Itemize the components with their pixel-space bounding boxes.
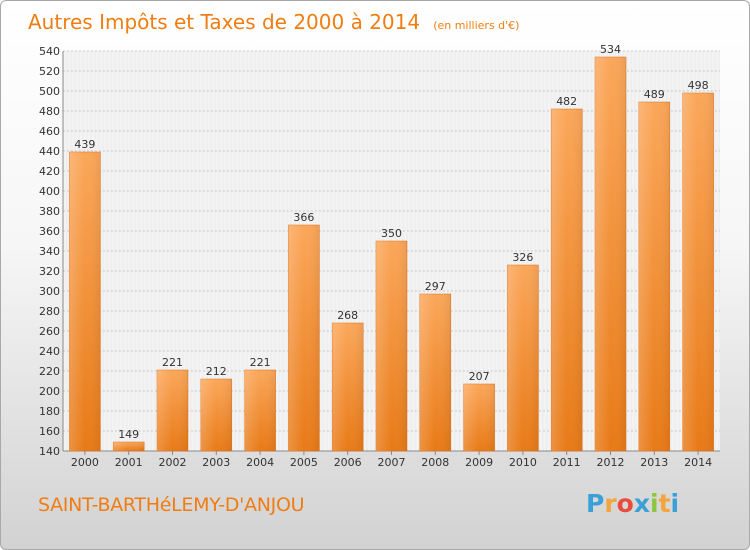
bar-value-label: 207 — [469, 370, 490, 383]
bar-shine — [463, 384, 495, 451]
y-tick-label: 280 — [39, 305, 60, 318]
x-tick-label: 2006 — [334, 456, 362, 469]
bar-shine — [157, 370, 188, 451]
proxiti-logo: Proxiti — [586, 489, 679, 518]
y-tick-label: 380 — [39, 205, 60, 218]
y-tick-label: 180 — [39, 405, 60, 418]
y-tick-label: 320 — [39, 265, 60, 278]
bar-value-label: 498 — [688, 79, 709, 92]
bar-value-label: 534 — [600, 43, 621, 56]
logo-letter: x — [633, 489, 650, 518]
logo-letter: r — [604, 489, 617, 518]
y-tick-label: 440 — [39, 145, 60, 158]
bar-shine — [376, 241, 407, 451]
x-tick-label: 2009 — [465, 456, 493, 469]
x-tick-label: 2001 — [115, 456, 143, 469]
y-tick-label: 140 — [39, 445, 60, 458]
y-tick-label: 360 — [39, 225, 60, 238]
x-tick-label: 2014 — [684, 456, 712, 469]
y-tick-label: 160 — [39, 425, 60, 438]
bar-shine — [69, 152, 101, 451]
bar-value-label: 326 — [512, 251, 533, 264]
x-axis: 2000 2001 2002 2003 2004 2005 2006 2007 2008 2009… — [71, 451, 712, 469]
bar-value-label: 350 — [381, 227, 402, 240]
x-tick-label: 2003 — [202, 456, 230, 469]
x-tick-label: 2004 — [246, 456, 274, 469]
y-tick-label: 400 — [39, 185, 60, 198]
x-tick-label: 2011 — [553, 456, 581, 469]
bar-value-label: 482 — [556, 95, 577, 108]
x-tick-label: 2008 — [421, 456, 449, 469]
bar-value-label: 221 — [250, 356, 271, 369]
logo-letter: i — [650, 489, 659, 518]
logo-letter: o — [616, 489, 634, 518]
bar-value-label: 439 — [74, 138, 95, 151]
y-axis: 140 160 180 200 220 240 260 280 300 320 340 360 380 4… — [39, 45, 720, 458]
y-tick-label: 500 — [39, 85, 60, 98]
logo-letter: P — [586, 489, 605, 518]
bar-value-label: 149 — [118, 428, 139, 441]
bar-shine — [595, 57, 626, 451]
y-tick-label: 260 — [39, 325, 60, 338]
y-tick-label: 300 — [39, 285, 60, 298]
y-tick-label: 420 — [39, 165, 60, 178]
y-tick-label: 340 — [39, 245, 60, 258]
bar-shine — [288, 225, 320, 451]
bar-value-label: 221 — [162, 356, 183, 369]
y-tick-label: 200 — [39, 385, 60, 398]
bar-value-label: 268 — [337, 309, 358, 322]
bar-value-label: 489 — [644, 88, 665, 101]
bar-value-label: 212 — [206, 365, 227, 378]
bar-shine — [113, 442, 145, 451]
y-tick-label: 520 — [39, 65, 60, 78]
x-tick-label: 2013 — [640, 456, 668, 469]
bar-value-label: 366 — [293, 211, 314, 224]
bar-value-label: 297 — [425, 280, 446, 293]
chart-title-unit: (en milliers d'€) — [433, 19, 519, 32]
y-tick-label: 480 — [39, 105, 60, 118]
logo-letter: t — [658, 489, 671, 518]
logo-letter: i — [670, 489, 680, 518]
bar-shine — [507, 265, 539, 451]
bar-shine — [200, 379, 232, 451]
x-tick-label: 2000 — [71, 456, 99, 469]
bar-shine — [244, 370, 276, 451]
x-tick-label: 2005 — [290, 456, 318, 469]
bar-shine — [682, 93, 714, 451]
y-tick-label: 220 — [39, 365, 60, 378]
x-tick-label: 2007 — [378, 456, 406, 469]
y-tick-label: 240 — [39, 345, 60, 358]
x-tick-label: 2012 — [597, 456, 625, 469]
bar-shine — [332, 323, 364, 451]
y-tick-label: 460 — [39, 125, 60, 138]
bar-shine — [638, 102, 670, 451]
chart-title: Autres Impôts et Taxes de 2000 à 2014 (e… — [28, 10, 519, 34]
bar-shine — [419, 294, 451, 451]
chart-title-main: Autres Impôts et Taxes de 2000 à 2014 — [28, 10, 420, 34]
location-label: SAINT-BARTHéLEMY-D'ANJOU — [38, 494, 305, 516]
bar-shine — [551, 109, 583, 451]
x-tick-label: 2010 — [509, 456, 537, 469]
x-tick-label: 2002 — [159, 456, 187, 469]
y-tick-label: 540 — [39, 45, 60, 58]
